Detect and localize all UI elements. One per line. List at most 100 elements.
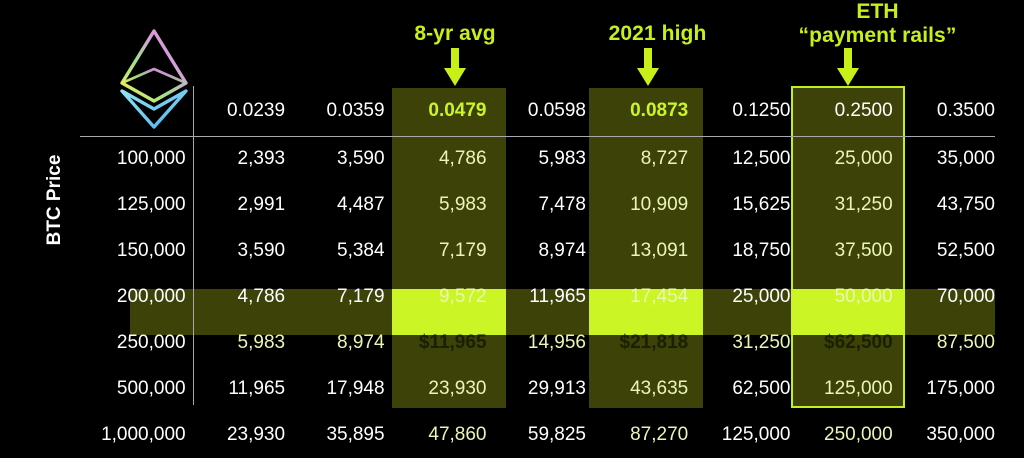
table-cell: 37,500: [834, 240, 893, 261]
table-cell: 350,000: [926, 424, 995, 445]
table-cell: 62,500: [732, 378, 791, 399]
table-row: 250,000 5,983 8,974 $11,965 14,956 $21,818 31,…: [80, 320, 995, 366]
column-header-00873: 0.0873: [630, 100, 689, 121]
down-arrow-icon: [440, 48, 470, 86]
table-cell: 3,590: [337, 148, 385, 169]
table-cell: 11,965: [228, 378, 286, 399]
table-cell: 59,825: [527, 424, 586, 445]
table-cell: 23,930: [226, 424, 286, 445]
emphasis-cell-11965: [392, 289, 506, 335]
annotation-2021-high: 2021 high: [608, 22, 707, 45]
table-cell: 14,956: [527, 332, 586, 353]
row-label-200000: 200,000: [116, 286, 186, 307]
column-header-00479: 0.0479: [428, 100, 487, 121]
table-cell: 10,909: [630, 194, 689, 215]
table-cell: 5,983: [237, 332, 286, 353]
table-cell: 250,000: [824, 424, 893, 445]
annotation-8yr-avg: 8-yr avg: [414, 22, 496, 45]
header-separator-line: [80, 136, 995, 137]
table-row: 150,000 3,590 5,384 7,179 8,974 13,091 18,750 3…: [80, 228, 995, 274]
rowlabel-separator-line: [193, 86, 194, 405]
table-row: 500,000 11,965 17,948 23,930 29,913 43,635 62,…: [80, 366, 995, 412]
row-label-500000: 500,000: [116, 378, 186, 399]
table-cell: 70,000: [936, 286, 995, 307]
ratio-matrix-table: 0.0239 0.0359 0.0479 0.0598 0.0873 0.1250 0.25…: [80, 86, 995, 458]
table-cell: 4,487: [337, 194, 385, 215]
table-cell: 87,270: [630, 424, 689, 445]
table-cell: 8,974: [337, 332, 385, 353]
table-row: 100,000 2,393 3,590 4,786 5,983 8,727 12,500 25…: [80, 136, 995, 182]
table-cell: 7,478: [538, 194, 586, 215]
column-highlight-0479: [392, 88, 506, 408]
column-header-03500: 0.3500: [936, 100, 995, 121]
table-cell: 4,786: [237, 286, 286, 307]
column-header-00598: 0.0598: [527, 100, 586, 121]
row-label-1000000: 1,000,000: [101, 424, 186, 445]
row-label-150000: 150,000: [116, 240, 186, 261]
table-header-row: 0.0239 0.0359 0.0479 0.0598 0.0873 0.1250 0.25…: [80, 86, 995, 136]
column-header-02500: 0.2500: [834, 100, 893, 121]
table-cell: 7,179: [438, 240, 487, 261]
table-cell: 5,983: [538, 148, 586, 169]
table-cell: 9,572: [438, 286, 487, 307]
table-cell: $62,500: [824, 332, 893, 353]
table-cell: 35,000: [936, 148, 995, 169]
y-axis-label: BTC Price: [44, 154, 65, 246]
table-cell: 15,625: [732, 194, 791, 215]
table-row: 200,000 4,786 7,179 9,572 11,965 17,454 25,000…: [80, 274, 995, 320]
down-arrow-icon: [633, 48, 663, 86]
table-cell: 87,500: [936, 332, 995, 353]
table-cell: 2,991: [237, 194, 286, 215]
table-cell: 47,860: [428, 424, 487, 445]
table-cell: 8,727: [640, 148, 689, 169]
table-row: 1,000,000 23,930 35,895 47,860 59,825 87,270 1…: [80, 412, 995, 458]
column-outline-2500: [791, 86, 905, 408]
table-corner-cell: [80, 86, 186, 136]
table-cell: 13,091: [630, 240, 689, 261]
table-cell: 50,000: [834, 286, 893, 307]
table-cell: 43,635: [630, 378, 689, 399]
table-cell: 17,454: [630, 286, 689, 307]
annotation-payment-rails: ETH “payment rails”: [760, 0, 995, 47]
column-highlight-0873: [589, 88, 703, 408]
table-cell: 25,000: [732, 286, 791, 307]
table-cell: 4,786: [438, 148, 487, 169]
table-cell: 11,965: [529, 286, 586, 307]
ethereum-logo-icon: [118, 27, 190, 131]
chart-canvas: BTC Price 8-yr avg 2021 high ETH “paymen…: [44, 0, 995, 445]
emphasis-cell-21818: [589, 289, 703, 335]
column-header-00239: 0.0239: [226, 100, 286, 121]
table-cell: 31,250: [732, 332, 791, 353]
table-cell: 2,393: [237, 148, 286, 169]
table-cell: 175,000: [926, 378, 995, 399]
down-arrow-icon: [833, 48, 863, 86]
table-cell: 23,930: [428, 378, 487, 399]
column-header-00359: 0.0359: [326, 100, 385, 121]
table-cell: 25,000: [834, 148, 893, 169]
table-cell: 31,250: [834, 194, 893, 215]
annotation-payment-rails-line1: ETH: [856, 0, 899, 23]
table-cell: 43,750: [936, 194, 995, 215]
table-cell: 125,000: [721, 424, 791, 445]
table-cell: $11,965: [418, 332, 487, 353]
table-cell: 29,913: [527, 378, 586, 399]
table-row: 125,000 2,991 4,487 5,983 7,478 10,909 15,625 3…: [80, 182, 995, 228]
table-cell: $21,818: [619, 332, 689, 353]
emphasis-cell-62500: [791, 289, 905, 335]
annotation-payment-rails-line2: “payment rails”: [798, 23, 957, 47]
column-header-01250: 0.1250: [732, 100, 791, 121]
table-cell: 7,179: [337, 286, 385, 307]
table-cell: 3,590: [237, 240, 286, 261]
row-label-250000: 250,000: [116, 332, 186, 353]
table-cell: 12,500: [732, 148, 791, 169]
table-cell: 35,895: [326, 424, 385, 445]
row-label-125000: 125,000: [116, 194, 186, 215]
table-cell: 52,500: [936, 240, 995, 261]
row-label-100000: 100,000: [116, 148, 186, 169]
table-cell: 17,948: [326, 378, 385, 399]
table-cell: 8,974: [538, 240, 586, 261]
table-cell: 18,750: [732, 240, 791, 261]
table-cell: 5,384: [337, 240, 385, 261]
table-cell: 125,000: [824, 378, 893, 399]
table-cell: 5,983: [438, 194, 487, 215]
